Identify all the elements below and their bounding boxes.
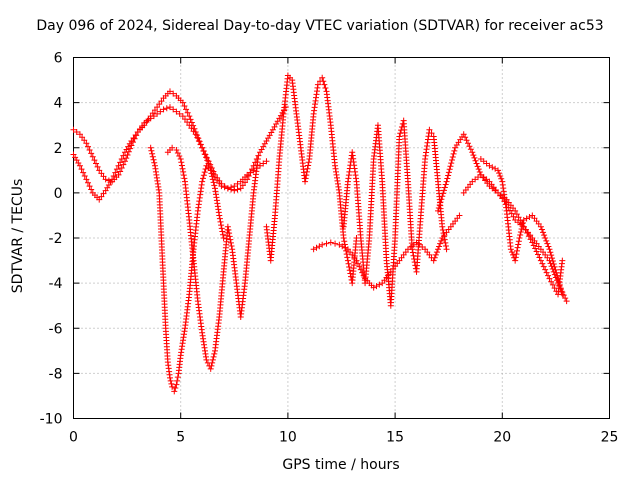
marker-path [70,104,289,194]
y-tick-label: -4 [49,276,63,292]
series-track-b [70,104,289,194]
marker-path [147,144,227,395]
marker-path [263,72,360,287]
y-tick-label: -10 [40,412,63,428]
data-points [70,72,570,395]
marker-path [460,171,566,298]
x-tick-label: 25 [601,430,619,446]
y-tick-label: 0 [54,186,63,202]
series-peaks-10h [263,72,360,287]
y-tick-label: -2 [49,231,63,247]
chart-title: Day 096 of 2024, Sidereal Day-to-day VTE… [36,18,604,34]
series-dip-5h [164,144,261,372]
x-tick-label: 0 [69,430,78,446]
x-tick-label: 10 [279,430,297,446]
series-oscillation-13-17h [340,117,450,309]
x-axis-label: GPS time / hours [282,457,400,473]
series-dip-4h [147,144,227,395]
series-evening-2 [477,156,566,298]
y-tick-label: 6 [54,51,63,67]
series-base-13-18h [310,212,463,291]
y-tick-label: -8 [49,366,63,382]
y-tick-label: 2 [54,141,63,157]
marker-path [310,212,463,291]
x-tick-label: 15 [386,430,404,446]
marker-path [164,144,261,372]
y-tick-label: 4 [54,96,63,112]
axis-ticks: 0 5 10 15 20 25 -10 -8 -6 -4 -2 0 2 4 6 [40,51,619,446]
marker-path [477,156,566,298]
marker-path [340,117,450,309]
series-evening-3 [460,171,566,298]
y-tick-label: -6 [49,321,63,337]
x-tick-label: 5 [176,430,185,446]
x-tick-label: 20 [493,430,511,446]
